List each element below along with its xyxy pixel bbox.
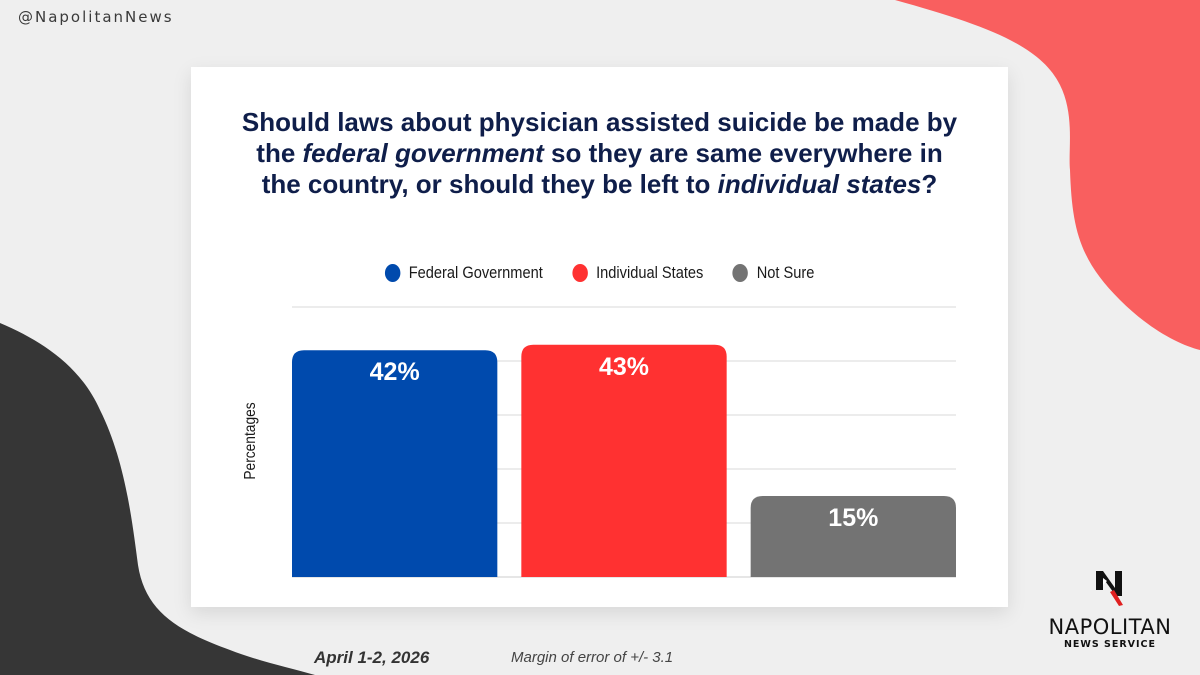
legend-item-individual-states: Individual States <box>572 263 703 283</box>
legend-item-federal-government: Federal Government <box>384 263 543 283</box>
chart-card: Should laws about physician assisted sui… <box>191 67 1008 607</box>
chart-legend: Federal Government Individual States Not… <box>248 263 951 283</box>
legend-label: Individual States <box>596 263 704 282</box>
logo-subtitle: NEWS SERVICE <box>1063 639 1157 650</box>
title-emphasis: federal government <box>302 138 544 168</box>
chart-title: Should laws about physician assisted sui… <box>191 107 1008 200</box>
legend-label: Not Sure <box>756 263 815 282</box>
poll-date: April 1-2, 2026 <box>314 648 430 667</box>
title-text: ? <box>921 169 938 199</box>
legend-dot-individual-states <box>572 264 588 282</box>
bar-individual-states <box>521 344 727 577</box>
data-label: 42% <box>370 358 420 386</box>
dark-blob-shape <box>0 323 315 675</box>
napolitan-n-icon <box>1096 571 1123 606</box>
napolitan-logo: NAPOLITAN NEWS SERVICE <box>1040 568 1180 650</box>
bar-federal-government <box>292 350 498 577</box>
social-handle: @NapolitanNews <box>18 8 174 26</box>
legend-dot-federal-government <box>384 264 401 282</box>
margin-of-error: Margin of error of +/- 3.1 <box>511 649 674 666</box>
title-text: Should laws about physician assisted sui… <box>241 107 958 168</box>
red-blob-shape <box>895 0 1200 350</box>
title-emphasis: individual states <box>717 169 922 199</box>
legend-label: Federal Government <box>408 263 543 282</box>
legend-dot-not-sure <box>732 264 749 282</box>
data-label: 43% <box>599 353 649 381</box>
data-label: 15% <box>828 504 878 532</box>
logo-name: NAPOLITAN <box>1048 615 1172 639</box>
title-text: so they are same everywhere in the count… <box>261 138 943 199</box>
bar-chart: 42% 43% 15% <box>292 306 956 578</box>
bar-not-sure <box>750 496 956 577</box>
legend-item-not-sure: Not Sure <box>732 263 815 283</box>
